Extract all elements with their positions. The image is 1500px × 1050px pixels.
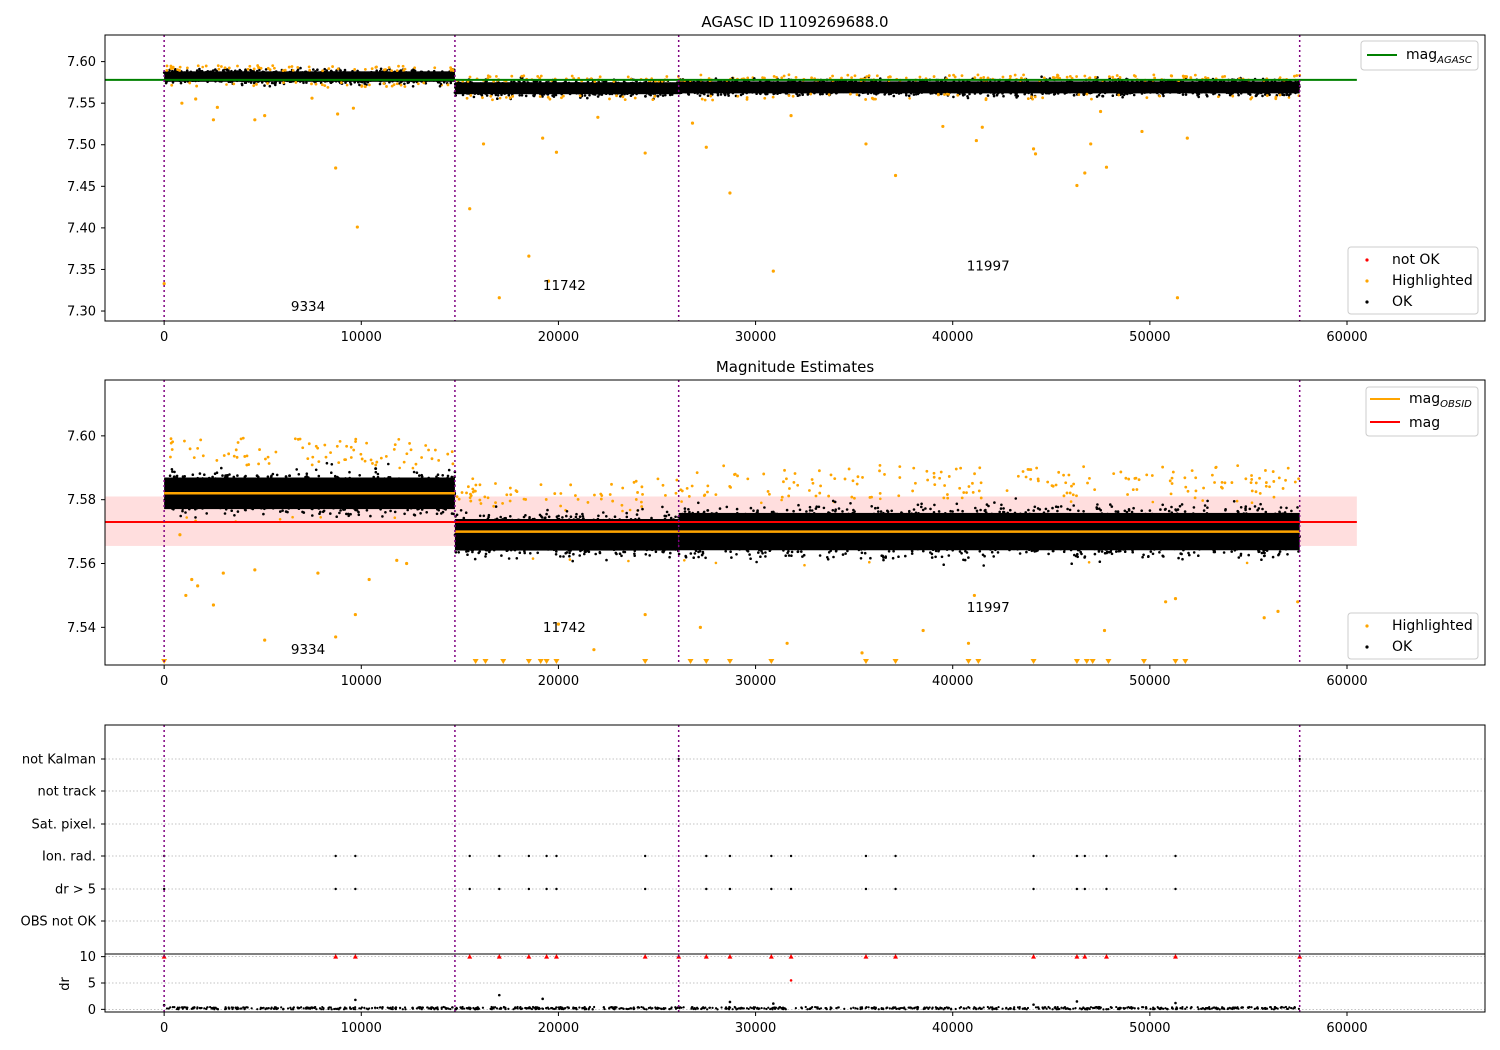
- ok-point: [739, 93, 743, 97]
- ok-point: [687, 93, 691, 96]
- highlighted-point: [908, 97, 911, 100]
- ok-point: [472, 95, 476, 99]
- ok-point: [406, 81, 410, 85]
- ok-point: [485, 94, 489, 97]
- ok-point: [1196, 93, 1199, 97]
- ok-point: [629, 94, 633, 97]
- ok-point: [358, 83, 361, 87]
- ok-point: [179, 81, 183, 85]
- ok-point: [796, 94, 800, 97]
- ok-point: [496, 94, 500, 97]
- ok-point: [801, 93, 804, 96]
- ok-point: [892, 94, 896, 98]
- ok-point: [252, 81, 256, 85]
- ok-point: [379, 67, 383, 71]
- ok-point: [411, 85, 415, 88]
- ok-point: [1248, 93, 1252, 96]
- ok-point: [706, 94, 710, 97]
- ok-point: [270, 81, 274, 85]
- ok-point: [520, 94, 524, 97]
- highlighted-point: [201, 65, 204, 69]
- ok-point: [586, 96, 589, 100]
- ok-point: [1206, 94, 1209, 98]
- ok-point: [349, 82, 353, 86]
- ok-point: [912, 93, 916, 96]
- ok-point: [806, 93, 810, 96]
- ok-point: [583, 94, 587, 97]
- ok-point: [299, 66, 302, 70]
- ok-point: [263, 84, 266, 87]
- ok-point: [278, 81, 282, 85]
- ok-point: [1261, 94, 1264, 98]
- ok-point: [952, 95, 955, 99]
- ok-point: [1002, 94, 1005, 98]
- ok-point: [507, 93, 511, 97]
- ok-point: [1082, 93, 1085, 96]
- ok-point: [619, 95, 622, 98]
- ok-point: [1281, 93, 1284, 96]
- ok-point: [1181, 93, 1185, 96]
- ok-point: [1097, 93, 1101, 97]
- ok-point: [532, 94, 536, 98]
- ok-point: [449, 81, 453, 85]
- ok-point: [268, 84, 272, 88]
- ok-point: [316, 68, 319, 71]
- ok-point: [656, 94, 660, 98]
- ok-point: [438, 84, 442, 88]
- ok-point: [524, 94, 528, 98]
- ok-point: [1237, 93, 1240, 97]
- ok-point: [274, 83, 277, 87]
- ok-point: [244, 68, 247, 71]
- highlighted-point: [498, 96, 502, 100]
- ok-point: [588, 93, 591, 97]
- ok-point: [296, 68, 300, 71]
- ok-point: [1016, 94, 1019, 98]
- ok-point: [698, 94, 702, 97]
- ok-point: [551, 94, 554, 97]
- ok-point: [264, 68, 268, 71]
- ok-point: [1040, 75, 1043, 78]
- ok-point: [1121, 95, 1124, 99]
- ok-point: [914, 93, 918, 96]
- ok-point: [995, 93, 999, 97]
- ok-point: [439, 82, 443, 86]
- ok-point: [424, 82, 428, 85]
- ok-point: [198, 67, 201, 71]
- ok-point: [302, 81, 305, 85]
- ok-density-core: [454, 82, 679, 95]
- ok-point: [966, 96, 970, 100]
- ok-point: [1255, 94, 1258, 97]
- ok-point: [719, 93, 723, 96]
- ok-point: [211, 69, 215, 72]
- ok-point: [398, 82, 401, 85]
- ok-point: [325, 69, 329, 72]
- ok-point: [1132, 93, 1136, 97]
- ok-point: [986, 94, 990, 97]
- ok-point: [403, 82, 406, 86]
- ok-point: [312, 68, 315, 71]
- ok-point: [1072, 93, 1076, 97]
- ok-point: [596, 95, 600, 98]
- ok-point: [240, 83, 244, 87]
- ok-point: [644, 94, 647, 98]
- highlighted-point: [225, 83, 228, 86]
- ok-point: [249, 81, 253, 84]
- ok-point: [518, 94, 521, 97]
- highlighted-point: [345, 83, 349, 87]
- ok-point: [1184, 93, 1188, 96]
- ok-point: [496, 97, 499, 100]
- ok-point: [661, 94, 665, 97]
- ok-point: [323, 67, 327, 71]
- ok-point: [907, 94, 911, 98]
- panel-agasc-title: AGASC ID 1109269688.0: [701, 13, 888, 31]
- highlighted-point: [905, 76, 908, 80]
- ok-point: [1052, 93, 1056, 96]
- ok-point: [378, 82, 382, 86]
- highlighted-point: [505, 96, 508, 99]
